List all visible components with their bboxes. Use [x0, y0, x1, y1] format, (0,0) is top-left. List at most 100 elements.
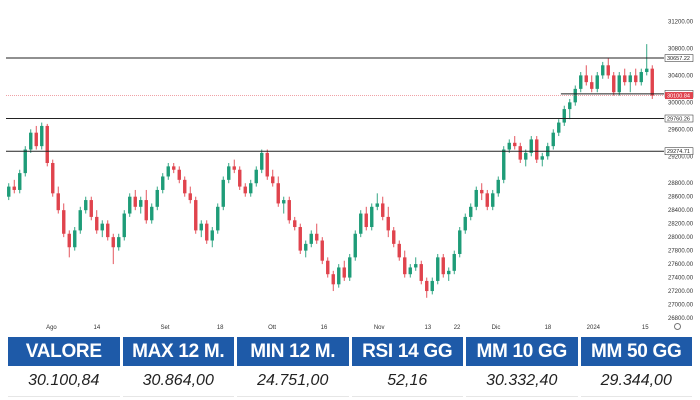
- candle-body: [232, 166, 236, 170]
- candle-body: [56, 193, 60, 211]
- candle-body: [293, 220, 297, 228]
- x-tick-label: 2024: [587, 325, 601, 331]
- candle-body: [480, 189, 484, 194]
- stats-header-max-12m: MAX 12 M.: [122, 337, 234, 366]
- candle-body: [326, 260, 330, 275]
- candle-body: [188, 193, 192, 201]
- candle-body: [155, 189, 159, 207]
- candle-body: [502, 149, 506, 180]
- settings-gear-icon[interactable]: [674, 323, 681, 330]
- x-tick-label: Ott: [268, 325, 276, 331]
- level-label: 29274.71: [667, 149, 690, 155]
- candle-body: [34, 132, 38, 147]
- candle-body: [89, 200, 93, 217]
- candle-body: [403, 257, 407, 275]
- candle-body: [12, 186, 16, 190]
- stats-header-row: VALORE MAX 12 M. MIN 12 M. RSI 14 GG MM …: [8, 337, 692, 366]
- candle-body: [199, 223, 203, 231]
- candle-body: [397, 243, 401, 258]
- candle-body: [562, 109, 566, 123]
- candle-body: [210, 230, 214, 241]
- candle-body: [436, 257, 440, 281]
- candle-body: [441, 257, 445, 275]
- candle-body: [227, 166, 231, 180]
- candle-body: [419, 264, 423, 281]
- candle-body: [447, 270, 451, 275]
- candle-body: [183, 179, 187, 194]
- candle-body: [23, 149, 27, 174]
- candle-body: [452, 253, 456, 271]
- candle-body: [51, 163, 55, 194]
- candle-body: [485, 193, 489, 207]
- candle-body: [634, 75, 638, 83]
- candle-body: [254, 169, 258, 184]
- candle-body: [359, 213, 363, 234]
- candle-body: [128, 196, 132, 214]
- current-price-label: 30100.84: [667, 94, 690, 100]
- candle-body: [67, 233, 71, 248]
- candle-body: [161, 176, 165, 190]
- y-tick-label: 27200.00: [668, 289, 694, 295]
- candle-body: [381, 203, 385, 217]
- y-tick-label: 28200.00: [668, 222, 694, 228]
- candle-body: [551, 132, 555, 147]
- candle-body: [166, 166, 170, 177]
- candle-body: [337, 267, 341, 285]
- x-tick-label: 18: [217, 325, 224, 331]
- candle-body: [463, 216, 467, 231]
- level-label: 29760.26: [667, 117, 690, 123]
- candle-body: [414, 264, 418, 268]
- candle-body: [507, 142, 511, 150]
- y-tick-label: 27800.00: [668, 249, 694, 255]
- candle-body: [348, 257, 352, 278]
- candle-body: [408, 267, 412, 275]
- y-tick-label: 27000.00: [668, 303, 694, 309]
- candle-body: [430, 280, 434, 292]
- candle-body: [315, 233, 319, 241]
- x-tick-label: 22: [454, 325, 461, 331]
- candle-body: [496, 179, 500, 194]
- candlestick-chart: 31200.00 30800.00 30400.00 30000.00 29600.00…: [6, 19, 694, 331]
- candle-body: [650, 68, 654, 96]
- candle-body: [177, 169, 181, 180]
- candle-body: [78, 210, 82, 231]
- x-tick-label: 18: [545, 325, 552, 331]
- x-tick-label: 13: [425, 325, 432, 331]
- level-tag: [664, 147, 694, 155]
- candle-body: [364, 213, 368, 228]
- candle-body: [612, 75, 616, 93]
- chart-canvas: 31200.00 30800.00 30400.00 30000.00 29600.00…: [6, 19, 694, 331]
- candle-body: [271, 176, 275, 184]
- candle-body: [386, 216, 390, 231]
- y-tick-label: 30000.00: [668, 100, 694, 106]
- candle-body: [150, 206, 154, 221]
- stats-header-mm-50gg: MM 50 GG: [580, 337, 692, 366]
- candle-body: [276, 183, 280, 204]
- candle-body: [216, 206, 220, 231]
- candle-body: [320, 240, 324, 261]
- candle-body: [298, 227, 302, 251]
- stats-value-row: 30.100,84 30.864,00 24.751,00 52,16 30.3…: [8, 366, 692, 397]
- candle-body: [45, 125, 49, 163]
- candle-body: [375, 203, 379, 207]
- x-tick-label: Nov: [374, 325, 385, 331]
- stats-value-max-12m: 30.864,00: [122, 366, 234, 397]
- y-tick-label: 30800.00: [668, 46, 694, 52]
- candle-body: [392, 230, 396, 244]
- candle-body: [29, 132, 33, 150]
- candle-body: [249, 183, 253, 194]
- candle-body: [106, 223, 110, 238]
- stats-header-min-12m: MIN 12 M.: [237, 337, 349, 366]
- candle-body: [287, 200, 291, 221]
- y-tick-label: 31200.00: [668, 19, 694, 25]
- y-tick-label: 30400.00: [668, 73, 694, 79]
- stats-value-mm-10gg: 30.332,40: [466, 366, 578, 397]
- candle-body: [518, 146, 522, 160]
- candle-body: [144, 200, 148, 221]
- y-tick-label: 28600.00: [668, 195, 694, 201]
- candle-body: [513, 142, 517, 147]
- y-tick-label: 27400.00: [668, 276, 694, 282]
- candle-body: [590, 82, 594, 89]
- y-tick-label: 26800.00: [668, 316, 694, 322]
- candle-body: [568, 102, 572, 110]
